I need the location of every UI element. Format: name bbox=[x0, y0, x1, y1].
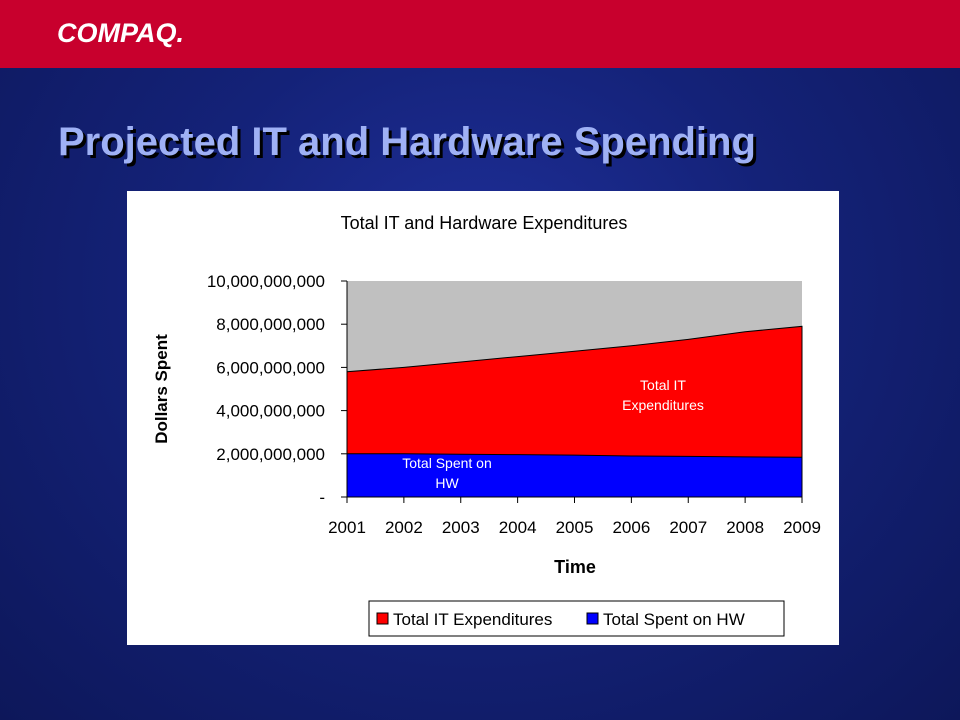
y-tick-label: 2,000,000,000 bbox=[216, 445, 325, 464]
annotation-line: Total Spent on bbox=[402, 455, 492, 471]
x-tick-label: 2001 bbox=[328, 518, 366, 537]
area-annotation-0: Total IT Expenditures bbox=[622, 377, 704, 413]
y-tick-label: - bbox=[319, 488, 325, 507]
legend-label-0: Total IT Expenditures bbox=[393, 610, 552, 629]
area-annotation-1: Total Spent on HW bbox=[402, 455, 492, 491]
legend-swatch-0 bbox=[376, 612, 389, 625]
slide-title: Projected IT and Hardware Spending bbox=[58, 120, 756, 164]
compaq-logo: COMPAQ. bbox=[57, 18, 184, 48]
chart-title: Total IT and Hardware Expenditures bbox=[341, 213, 628, 233]
y-axis-label: Dollars Spent bbox=[152, 334, 171, 444]
y-tick-label: 10,000,000,000 bbox=[207, 272, 325, 291]
x-tick-label: 2003 bbox=[442, 518, 480, 537]
legend-swatch-1 bbox=[586, 612, 599, 625]
x-tick-label: 2004 bbox=[499, 518, 537, 537]
brand-bar: COMPAQ. bbox=[0, 0, 960, 68]
y-tick-label: 4,000,000,000 bbox=[216, 402, 325, 421]
x-tick-label: 2006 bbox=[612, 518, 650, 537]
legend-box bbox=[368, 600, 785, 637]
annotation-line: HW bbox=[435, 475, 459, 491]
area-series-1 bbox=[346, 453, 803, 498]
x-tick-label: 2005 bbox=[556, 518, 594, 537]
y-tick-label: 6,000,000,000 bbox=[216, 358, 325, 377]
y-tick-label: 8,000,000,000 bbox=[216, 315, 325, 334]
annotation-line: Total IT bbox=[640, 377, 686, 393]
x-tick-label: 2009 bbox=[783, 518, 821, 537]
x-axis-label: Time bbox=[554, 557, 596, 577]
legend: Total IT Expenditures Total Spent on HW bbox=[368, 600, 785, 637]
legend-label-1: Total Spent on HW bbox=[603, 610, 745, 629]
chart-panel: Total IT and Hardware Expenditures Dolla… bbox=[127, 191, 839, 645]
x-tick-label: 2007 bbox=[669, 518, 707, 537]
x-tick-label: 2002 bbox=[385, 518, 423, 537]
area-chart: Total IT and Hardware Expenditures Dolla… bbox=[152, 213, 821, 637]
x-tick-label: 2008 bbox=[726, 518, 764, 537]
annotation-line: Expenditures bbox=[622, 397, 704, 413]
